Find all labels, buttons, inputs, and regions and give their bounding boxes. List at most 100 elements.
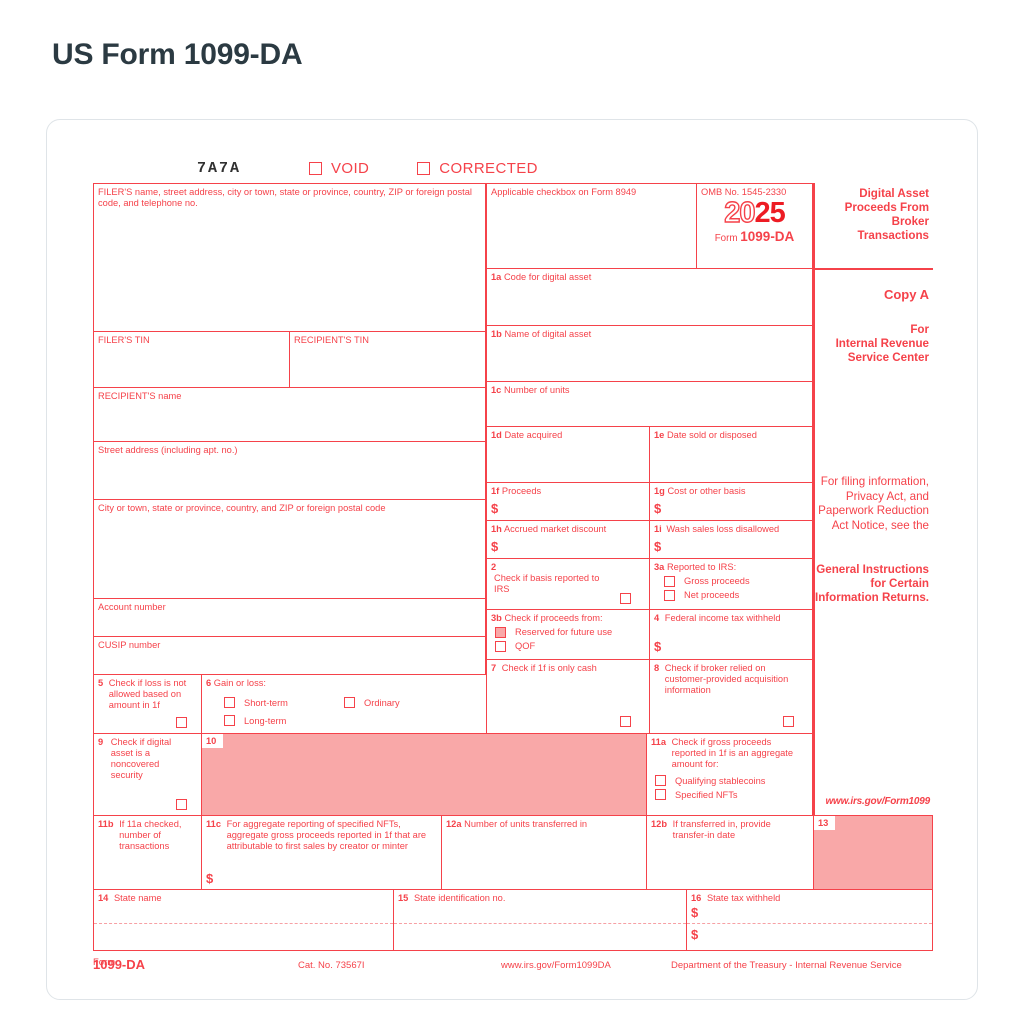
box-16-currency-1: $ (691, 905, 699, 920)
box-1f[interactable]: 1f Proceeds $ (486, 482, 649, 520)
box-1d[interactable]: 1d Date acquired (486, 426, 649, 482)
corrected-checkbox-group[interactable]: CORRECTED (417, 160, 538, 177)
box-11b[interactable]: 11b If 11a checked, number of transactio… (93, 815, 201, 889)
box-12b[interactable]: 12b If transferred in, provide transfer-… (646, 815, 813, 889)
box-2[interactable]: 2 Check if basis reported to IRS (486, 558, 649, 609)
box-1f-label: 1f Proceeds (491, 485, 542, 496)
cusip-number-box[interactable]: CUSIP number (93, 636, 486, 674)
applicable-checkbox-8949-box[interactable]: Applicable checkbox on Form 8949 (486, 183, 696, 268)
recipient-name-box[interactable]: RECIPIENT'S name (93, 387, 486, 441)
filer-name-address-label: FILER'S name, street address, city or to… (98, 186, 472, 208)
footer-url: www.irs.gov/Form1099DA (501, 960, 611, 971)
box-11c[interactable]: 11c For aggregate reporting of specified… (201, 815, 441, 889)
box-12b-label: 12b If transferred in, provide transfer-… (651, 818, 771, 840)
box-11a-label: 11a Check if gross proceeds reported in … (651, 736, 794, 769)
box-6-long-term-option[interactable]: Long-term (224, 715, 286, 726)
recipient-tin-box[interactable]: RECIPIENT'S TIN (289, 331, 486, 387)
box-3a-gross-proceeds-checkbox[interactable] (664, 575, 675, 587)
tax-year-prefix: 20 (724, 196, 757, 229)
applicable-checkbox-8949-label: Applicable checkbox on Form 8949 (491, 186, 637, 197)
box-11a-stablecoins-checkbox[interactable] (655, 775, 666, 787)
box-1c[interactable]: 1c Number of units (486, 381, 813, 426)
box-11a-nfts-label: Specified NFTs (675, 789, 738, 800)
filer-name-address-box[interactable]: FILER'S name, street address, city or to… (93, 183, 486, 331)
box-3a-net-proceeds-option[interactable]: Net proceeds (650, 589, 812, 601)
box-1i-label: 1i Wash sales loss disallowed (654, 523, 780, 534)
box-11a-nfts-option[interactable]: Specified NFTs (647, 789, 812, 801)
box-14-divider (94, 923, 393, 924)
box-1g[interactable]: 1g Cost or other basis $ (649, 482, 813, 520)
corrected-label: CORRECTED (439, 159, 538, 177)
box-7[interactable]: 7 Check if 1f is only cash (486, 659, 649, 733)
box-11a[interactable]: 11a Check if gross proceeds reported in … (646, 733, 813, 815)
box-9[interactable]: 9 Check if digital asset is a noncovered… (93, 733, 201, 815)
filer-tin-box[interactable]: FILER'S TIN (93, 331, 289, 387)
form-header-row: 7A7A VOID CORRECTED (93, 155, 933, 181)
box-3a-net-proceeds-checkbox[interactable] (664, 589, 675, 601)
copy-url: www.irs.gov/Form1099 (825, 796, 930, 807)
box-3b-reserved-checkbox[interactable] (495, 626, 506, 638)
copy-column-divider (813, 183, 815, 815)
box-10: 10 (201, 733, 646, 815)
recipient-street-label: Street address (including apt. no.) (98, 444, 238, 455)
void-label: VOID (331, 159, 370, 177)
box-3a[interactable]: 3a Reported to IRS: Gross proceeds Net p… (649, 558, 813, 609)
tax-year-suffix: 25 (754, 196, 786, 229)
box-1a[interactable]: 1a Code for digital asset (486, 268, 813, 325)
box-3a-gross-proceeds-option[interactable]: Gross proceeds (650, 575, 812, 587)
box-5-checkbox[interactable] (176, 717, 187, 728)
box-4[interactable]: 4 Federal income tax withheld $ (649, 609, 813, 659)
box-3b-qof-checkbox[interactable] (495, 640, 506, 652)
box-15-label: 15 State identification no. (398, 892, 506, 903)
box-6[interactable]: 6 Gain or loss: Short-term Long-term Ord… (201, 674, 486, 733)
form-footer: Form 1099-DA Cat. No. 73567I www.irs.gov… (93, 957, 933, 975)
box-16-currency-2: $ (691, 927, 699, 942)
void-checkbox-group[interactable]: VOID (309, 160, 369, 177)
box-6-short-term-checkbox[interactable] (224, 697, 235, 708)
box-12a[interactable]: 12a Number of units transferred in (441, 815, 646, 889)
box-10-number: 10 (202, 734, 224, 748)
box-11a-stablecoins-option[interactable]: Qualifying stablecoins (647, 775, 812, 787)
box-1h[interactable]: 1h Accrued market discount $ (486, 520, 649, 558)
box-9-checkbox[interactable] (176, 799, 187, 810)
box-6-label: 6 Gain or loss: (206, 677, 266, 688)
box-1e[interactable]: 1e Date sold or disposed (649, 426, 813, 482)
box-16[interactable]: 16 State tax withheld $ $ (686, 889, 933, 951)
recipient-city-box[interactable]: City or town, state or province, country… (93, 499, 486, 598)
box-3a-net-proceeds-label: Net proceeds (684, 590, 740, 601)
account-number-box[interactable]: Account number (93, 598, 486, 636)
box-6-ordinary-option[interactable]: Ordinary (344, 697, 400, 708)
box-1b[interactable]: 1b Name of digital asset (486, 325, 813, 381)
copy-for-word: For (910, 323, 929, 336)
copy-title-underline (813, 268, 933, 270)
copy-title-line-3: Broker (891, 215, 929, 228)
box-15[interactable]: 15 State identification no. (393, 889, 686, 951)
box-8[interactable]: 8 Check if broker relied on customer-pro… (649, 659, 813, 733)
box-9-label: 9 Check if digital asset is a noncovered… (98, 736, 172, 781)
box-3b[interactable]: 3b Check if proceeds from: Reserved for … (486, 609, 649, 659)
box-8-label: 8 Check if broker relied on customer-pro… (654, 662, 789, 695)
copy-title-line-4: Transactions (857, 229, 929, 242)
recipient-tin-label: RECIPIENT'S TIN (294, 334, 369, 345)
page-title: US Form 1099-DA (52, 38, 303, 71)
box-1i[interactable]: 1i Wash sales loss disallowed $ (649, 520, 813, 558)
box-6-short-term-option[interactable]: Short-term (224, 697, 288, 708)
form-card: 7A7A VOID CORRECTED FILER'S name, street… (46, 119, 978, 1000)
box-6-ordinary-checkbox[interactable] (344, 697, 355, 708)
box-3b-qof-option[interactable]: QOF (487, 640, 649, 652)
box-1h-currency: $ (491, 539, 499, 554)
box-7-checkbox[interactable] (620, 716, 631, 727)
corrected-checkbox[interactable] (417, 161, 431, 175)
form-number: 1099-DA (740, 228, 795, 244)
box-8-checkbox[interactable] (783, 716, 794, 727)
box-11a-nfts-checkbox[interactable] (655, 789, 666, 801)
box-5[interactable]: 5 Check if loss is not allowed based on … (93, 674, 201, 733)
box-3b-reserved-option[interactable]: Reserved for future use (487, 626, 649, 638)
box-2-checkbox[interactable] (620, 593, 631, 604)
box-14[interactable]: 14 State name (93, 889, 393, 951)
box-2-label: 2 Check if basis reported to IRS (491, 561, 600, 594)
recipient-street-box[interactable]: Street address (including apt. no.) (93, 441, 486, 499)
void-checkbox[interactable] (309, 161, 323, 175)
box-6-long-term-checkbox[interactable] (224, 715, 235, 726)
box-6-ordinary-label: Ordinary (364, 697, 400, 708)
